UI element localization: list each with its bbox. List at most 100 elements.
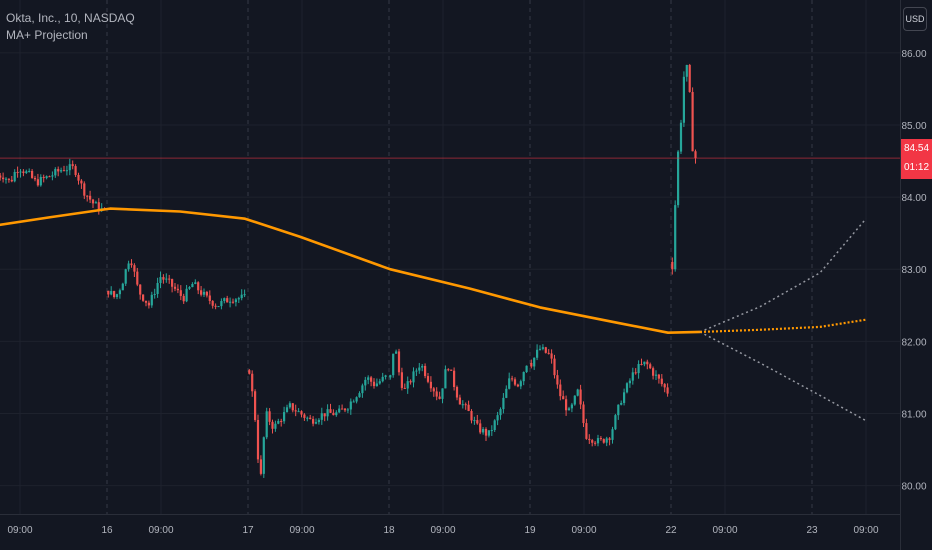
candlestick-series bbox=[0, 63, 697, 478]
price-tick-label: 86.00 bbox=[901, 49, 926, 60]
candle-body bbox=[10, 179, 13, 182]
candle-body bbox=[202, 291, 206, 295]
candle-body bbox=[13, 171, 16, 182]
ma-projection bbox=[699, 218, 867, 422]
candle-body bbox=[28, 170, 31, 172]
candle-body bbox=[657, 374, 660, 379]
candle-body bbox=[48, 176, 51, 178]
candle-body bbox=[259, 459, 262, 474]
candle-body bbox=[110, 291, 113, 295]
candle-body bbox=[573, 395, 576, 405]
candle-body bbox=[674, 205, 677, 270]
candle-body bbox=[285, 407, 289, 413]
moving-average-line bbox=[0, 207, 702, 334]
candle-body bbox=[214, 305, 217, 307]
candle-body bbox=[338, 408, 341, 413]
candle-body bbox=[159, 277, 162, 284]
candle-body bbox=[530, 362, 533, 367]
candle-body bbox=[144, 300, 148, 303]
candle-body bbox=[522, 372, 525, 382]
candle-body bbox=[208, 295, 211, 301]
candle-body bbox=[502, 397, 505, 410]
candle-body bbox=[83, 183, 86, 196]
candle-body bbox=[268, 411, 271, 422]
candle-body bbox=[91, 199, 95, 204]
candle-body bbox=[570, 404, 573, 409]
candle-body bbox=[432, 388, 435, 392]
candle-body bbox=[329, 409, 332, 413]
candle-body bbox=[458, 397, 461, 405]
time-tick-label: 09:00 bbox=[853, 525, 878, 536]
candle-body bbox=[4, 178, 8, 180]
candle-body bbox=[254, 391, 257, 420]
candle-body bbox=[243, 294, 246, 296]
candle-body bbox=[671, 261, 674, 270]
time-tick-label: 16 bbox=[101, 525, 113, 536]
candle-body bbox=[602, 439, 605, 443]
time-axis[interactable]: 09:00 16 09:00 17 09:00 18 09:00 19 09:00 22 09:00… bbox=[7, 525, 878, 536]
symbol-title[interactable]: Okta, Inc., 10, NASDAQ bbox=[6, 11, 135, 25]
candle-body bbox=[147, 302, 150, 306]
time-tick-label: 18 bbox=[383, 525, 395, 536]
candle-body bbox=[22, 171, 25, 174]
candle-body bbox=[223, 298, 226, 302]
time-tick-label: 09:00 bbox=[571, 525, 596, 536]
candle-body bbox=[484, 428, 488, 436]
candle-body bbox=[567, 408, 571, 411]
candle-body bbox=[508, 378, 511, 389]
candle-body bbox=[412, 371, 415, 383]
candle-body bbox=[188, 287, 191, 289]
candle-body bbox=[490, 430, 493, 432]
candle-body bbox=[136, 271, 139, 285]
candle-body bbox=[631, 372, 634, 381]
candle-body bbox=[585, 423, 588, 439]
candle-body bbox=[400, 372, 403, 388]
last-price-value: 84.54 bbox=[903, 143, 930, 154]
candle-body bbox=[649, 364, 652, 369]
candle-body bbox=[538, 348, 542, 350]
candle-body bbox=[171, 279, 174, 287]
candle-body bbox=[320, 413, 323, 420]
price-tick-label: 81.00 bbox=[901, 409, 926, 420]
candle-body bbox=[541, 347, 544, 349]
candle-body bbox=[406, 381, 409, 389]
candle-body bbox=[65, 170, 68, 172]
time-tick-label: 22 bbox=[665, 525, 677, 536]
candle-body bbox=[688, 64, 691, 92]
candle-body bbox=[25, 171, 28, 174]
candle-body bbox=[403, 387, 406, 389]
candle-body bbox=[596, 438, 600, 444]
candle-body bbox=[562, 396, 565, 400]
candle-body bbox=[389, 375, 392, 378]
candle-body bbox=[45, 176, 48, 179]
candle-body bbox=[7, 178, 10, 180]
candle-body bbox=[251, 373, 254, 392]
candle-body bbox=[127, 263, 130, 270]
candle-body bbox=[1, 177, 5, 180]
candle-body bbox=[682, 76, 685, 123]
candle-body bbox=[194, 282, 197, 284]
candle-body bbox=[550, 353, 553, 359]
ma-line-path bbox=[0, 207, 702, 334]
price-axis[interactable]: 80.00 81.00 82.00 83.00 84.00 85.00 86.00 bbox=[901, 49, 926, 493]
candle-body bbox=[476, 420, 479, 424]
candle-body bbox=[0, 175, 2, 178]
candle-body bbox=[444, 369, 447, 389]
candle-body bbox=[124, 269, 127, 284]
currency-button[interactable]: USD bbox=[903, 7, 927, 31]
time-tick-label: 17 bbox=[242, 525, 254, 536]
candle-body bbox=[31, 170, 34, 178]
candle-body bbox=[156, 283, 159, 294]
candle-body bbox=[191, 283, 194, 288]
candle-body bbox=[384, 375, 387, 377]
candle-body bbox=[62, 170, 66, 172]
candle-body bbox=[115, 294, 119, 298]
candle-body bbox=[86, 195, 89, 197]
indicator-title[interactable]: MA+ Projection bbox=[6, 28, 88, 42]
candle-body bbox=[464, 404, 467, 406]
candle-body bbox=[317, 419, 320, 423]
candle-body bbox=[479, 423, 482, 433]
candle-body bbox=[234, 299, 237, 303]
candle-body bbox=[372, 381, 376, 387]
